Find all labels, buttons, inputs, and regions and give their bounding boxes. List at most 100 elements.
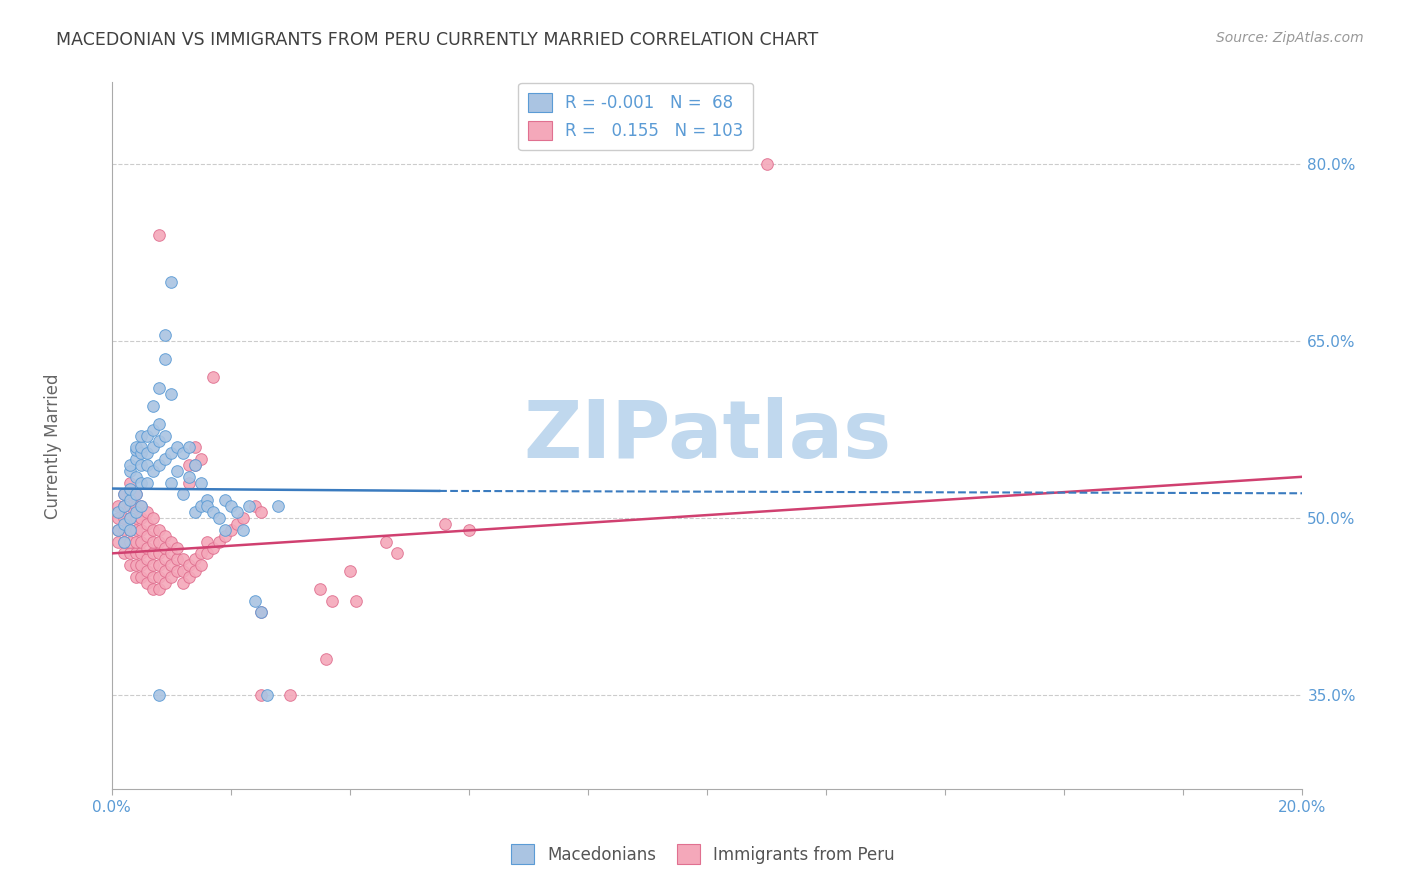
- Point: [214, 493, 236, 508]
- Point: [190, 558, 212, 573]
- Point: [118, 511, 141, 525]
- Point: [131, 440, 153, 454]
- Point: [249, 505, 271, 519]
- Point: [321, 593, 343, 607]
- Point: [243, 500, 266, 514]
- Point: [124, 500, 146, 514]
- Point: [136, 552, 159, 566]
- Point: [131, 458, 153, 472]
- Point: [155, 328, 177, 343]
- Point: [148, 228, 170, 243]
- Point: [172, 487, 194, 501]
- Point: [118, 464, 141, 478]
- Point: [124, 440, 146, 454]
- Point: [124, 546, 146, 560]
- Point: [201, 541, 224, 555]
- Point: [112, 500, 135, 514]
- Point: [155, 351, 177, 366]
- Point: [177, 558, 200, 573]
- Point: [148, 570, 170, 584]
- Point: [267, 500, 290, 514]
- Legend: R = -0.001   N =  68, R =   0.155   N = 103: R = -0.001 N = 68, R = 0.155 N = 103: [519, 83, 754, 150]
- Point: [131, 428, 153, 442]
- Point: [142, 582, 165, 596]
- Point: [131, 546, 153, 560]
- Point: [232, 511, 254, 525]
- Point: [184, 458, 207, 472]
- Text: Currently Married: Currently Married: [45, 373, 62, 519]
- Point: [339, 564, 361, 578]
- Point: [309, 582, 332, 596]
- Point: [142, 511, 165, 525]
- Point: [107, 500, 129, 514]
- Point: [190, 452, 212, 467]
- Point: [118, 558, 141, 573]
- Point: [172, 575, 194, 590]
- Point: [124, 505, 146, 519]
- Point: [177, 470, 200, 484]
- Point: [172, 446, 194, 460]
- Point: [131, 500, 153, 514]
- Point: [177, 570, 200, 584]
- Point: [238, 500, 260, 514]
- Point: [136, 428, 159, 442]
- Point: [214, 529, 236, 543]
- Point: [208, 534, 231, 549]
- Point: [148, 434, 170, 449]
- Point: [136, 564, 159, 578]
- Point: [118, 523, 141, 537]
- Point: [136, 575, 159, 590]
- Legend: Macedonians, Immigrants from Peru: Macedonians, Immigrants from Peru: [505, 838, 901, 871]
- Point: [107, 505, 129, 519]
- Point: [148, 534, 170, 549]
- Point: [148, 523, 170, 537]
- Point: [148, 417, 170, 431]
- Point: [112, 500, 135, 514]
- Point: [177, 458, 200, 472]
- Point: [142, 464, 165, 478]
- Point: [166, 564, 188, 578]
- Point: [160, 387, 183, 401]
- Point: [177, 475, 200, 490]
- Text: ZIPatlas: ZIPatlas: [523, 397, 891, 475]
- Point: [434, 516, 457, 531]
- Point: [124, 470, 146, 484]
- Point: [131, 534, 153, 549]
- Point: [107, 534, 129, 549]
- Point: [118, 487, 141, 501]
- Point: [184, 505, 207, 519]
- Point: [160, 558, 183, 573]
- Point: [166, 552, 188, 566]
- Point: [160, 446, 183, 460]
- Point: [112, 546, 135, 560]
- Point: [201, 505, 224, 519]
- Point: [195, 500, 218, 514]
- Point: [131, 511, 153, 525]
- Point: [208, 511, 231, 525]
- Point: [243, 593, 266, 607]
- Point: [166, 464, 188, 478]
- Point: [131, 446, 153, 460]
- Point: [142, 570, 165, 584]
- Point: [118, 523, 141, 537]
- Point: [184, 458, 207, 472]
- Point: [131, 500, 153, 514]
- Point: [160, 546, 183, 560]
- Text: MACEDONIAN VS IMMIGRANTS FROM PERU CURRENTLY MARRIED CORRELATION CHART: MACEDONIAN VS IMMIGRANTS FROM PERU CURRE…: [56, 31, 818, 49]
- Point: [155, 428, 177, 442]
- Point: [166, 440, 188, 454]
- Point: [118, 482, 141, 496]
- Point: [131, 475, 153, 490]
- Point: [195, 534, 218, 549]
- Point: [219, 523, 242, 537]
- Point: [124, 558, 146, 573]
- Point: [155, 552, 177, 566]
- Point: [160, 475, 183, 490]
- Point: [184, 564, 207, 578]
- Point: [172, 552, 194, 566]
- Point: [249, 688, 271, 702]
- Point: [148, 381, 170, 395]
- Point: [124, 534, 146, 549]
- Point: [374, 534, 396, 549]
- Point: [225, 505, 247, 519]
